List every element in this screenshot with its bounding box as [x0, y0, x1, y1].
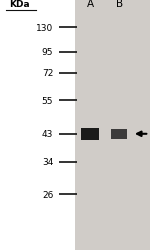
Bar	[75, 0, 150, 250]
Text: 130: 130	[36, 24, 53, 32]
Text: KDa: KDa	[9, 0, 30, 9]
Text: 26: 26	[42, 190, 53, 199]
Text: 95: 95	[42, 48, 53, 57]
Text: 72: 72	[42, 69, 53, 78]
Bar	[81, 128, 99, 140]
Text: B: B	[116, 0, 123, 9]
Text: 43: 43	[42, 130, 53, 139]
Text: A: A	[86, 0, 94, 9]
Text: 55: 55	[42, 96, 53, 106]
Text: 34: 34	[42, 158, 53, 166]
Bar	[111, 129, 127, 139]
